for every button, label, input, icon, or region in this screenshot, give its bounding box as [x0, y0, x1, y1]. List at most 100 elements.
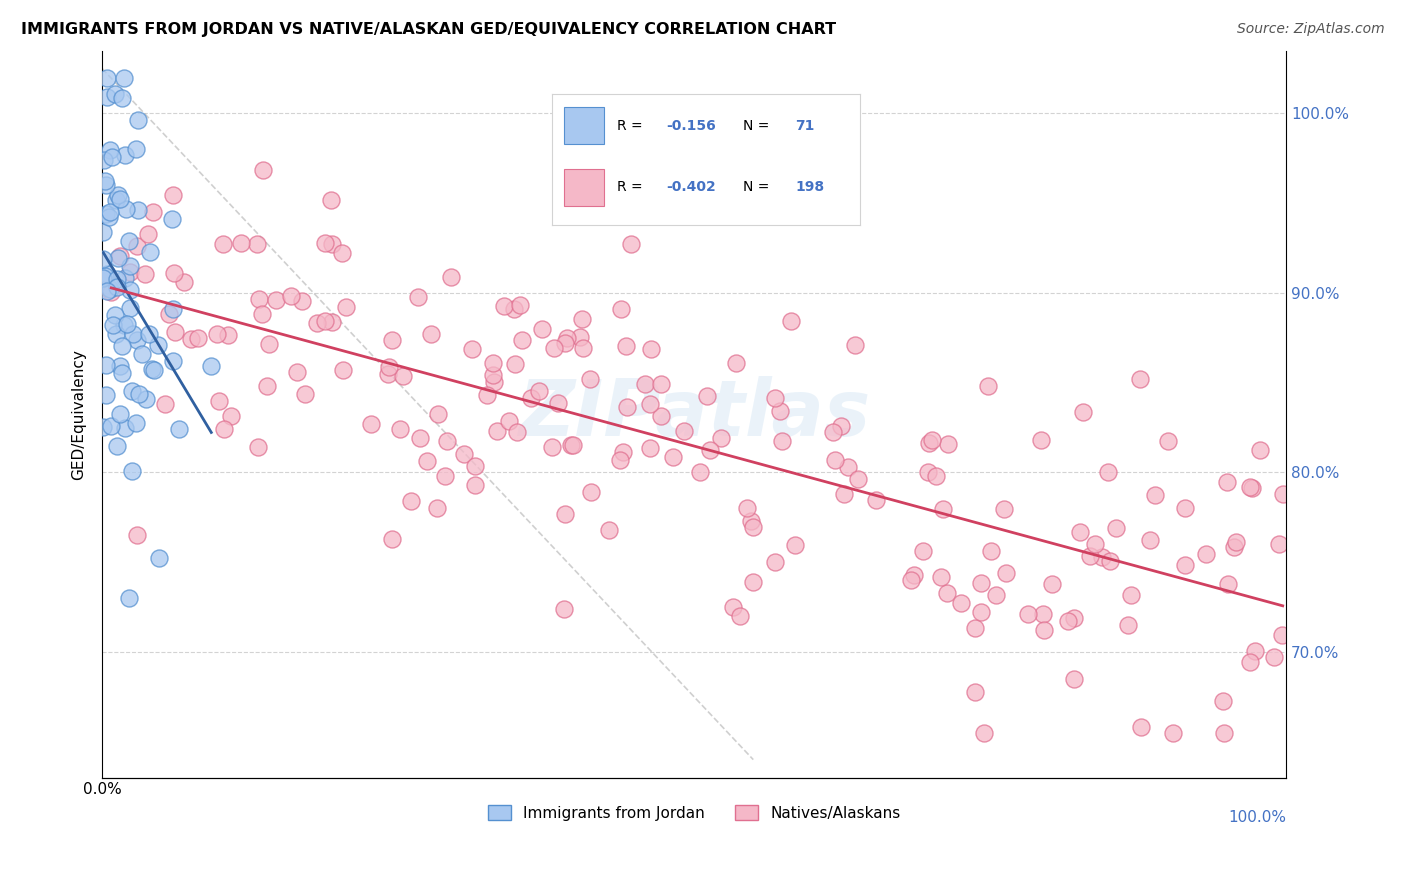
Point [1143, 488, 1166, 502]
Point [494, 299, 516, 313]
Point [650, 409, 672, 423]
Point [94, 174, 117, 188]
Point [485, 424, 508, 438]
Point [620, 236, 643, 251]
Point [510, 333, 533, 347]
Point [569, 330, 592, 344]
Point [330, 246, 353, 260]
Point [122, 327, 145, 342]
Point [1239, 655, 1261, 669]
Point [105, 439, 128, 453]
Point [1249, 442, 1271, 457]
Point [846, 472, 869, 486]
Point [321, 237, 343, 252]
Point [1223, 541, 1246, 555]
Point [640, 342, 662, 356]
Point [1216, 475, 1239, 489]
Point [252, 162, 274, 177]
Point [1121, 588, 1143, 602]
Point [107, 251, 129, 265]
Point [984, 588, 1007, 602]
Point [93, 268, 115, 283]
Point [148, 551, 170, 566]
Point [247, 292, 270, 306]
Point [973, 725, 995, 739]
Point [464, 478, 486, 492]
Point [1129, 372, 1152, 386]
Point [769, 404, 792, 418]
Point [120, 283, 142, 297]
Point [662, 450, 685, 464]
Point [110, 193, 132, 207]
Point [543, 341, 565, 355]
Point [1218, 577, 1240, 591]
Point [1161, 725, 1184, 739]
Point [1090, 549, 1112, 564]
Point [104, 193, 127, 207]
Point [125, 528, 148, 542]
Point [117, 591, 139, 606]
Point [970, 605, 993, 619]
Point [612, 445, 634, 459]
Point [509, 298, 531, 312]
Point [638, 441, 661, 455]
Point [391, 369, 413, 384]
Point [135, 392, 157, 406]
Point [1239, 480, 1261, 494]
Point [169, 422, 191, 436]
Point [96, 89, 118, 103]
Point [1073, 404, 1095, 418]
Point [101, 318, 124, 332]
Point [118, 234, 141, 248]
Y-axis label: GED/Equivalency: GED/Equivalency [72, 349, 86, 480]
Point [1263, 650, 1285, 665]
Point [572, 342, 595, 356]
Point [780, 314, 803, 328]
Point [93, 153, 115, 168]
Legend: Immigrants from Jordan, Natives/Alaskans: Immigrants from Jordan, Natives/Alaskans [488, 805, 900, 821]
Point [103, 87, 125, 101]
Point [699, 442, 721, 457]
Point [1056, 614, 1078, 628]
Point [280, 289, 302, 303]
Point [436, 434, 458, 448]
Point [917, 465, 939, 479]
Point [1212, 693, 1234, 707]
Point [1084, 537, 1107, 551]
Point [142, 204, 165, 219]
Point [180, 332, 202, 346]
Point [314, 235, 336, 250]
Point [977, 379, 1000, 393]
Point [114, 148, 136, 162]
Point [824, 453, 846, 467]
Point [419, 326, 441, 341]
Point [163, 266, 186, 280]
Point [482, 368, 505, 383]
Point [98, 205, 121, 219]
Point [250, 307, 273, 321]
Point [406, 289, 429, 303]
Point [728, 608, 751, 623]
Point [970, 576, 993, 591]
Point [1271, 627, 1294, 641]
Point [101, 149, 124, 163]
Point [598, 523, 620, 537]
Point [1130, 720, 1153, 734]
Point [114, 271, 136, 285]
Point [108, 359, 131, 374]
Point [118, 259, 141, 273]
Point [141, 362, 163, 376]
Point [579, 372, 602, 386]
Point [1157, 434, 1180, 448]
Point [1225, 535, 1247, 549]
Point [200, 359, 222, 374]
Point [965, 685, 987, 699]
Point [118, 301, 141, 315]
Point [93, 420, 115, 434]
Point [763, 391, 786, 405]
Point [266, 293, 288, 307]
Point [770, 434, 793, 449]
Point [211, 237, 233, 252]
Point [104, 308, 127, 322]
Point [217, 328, 239, 343]
